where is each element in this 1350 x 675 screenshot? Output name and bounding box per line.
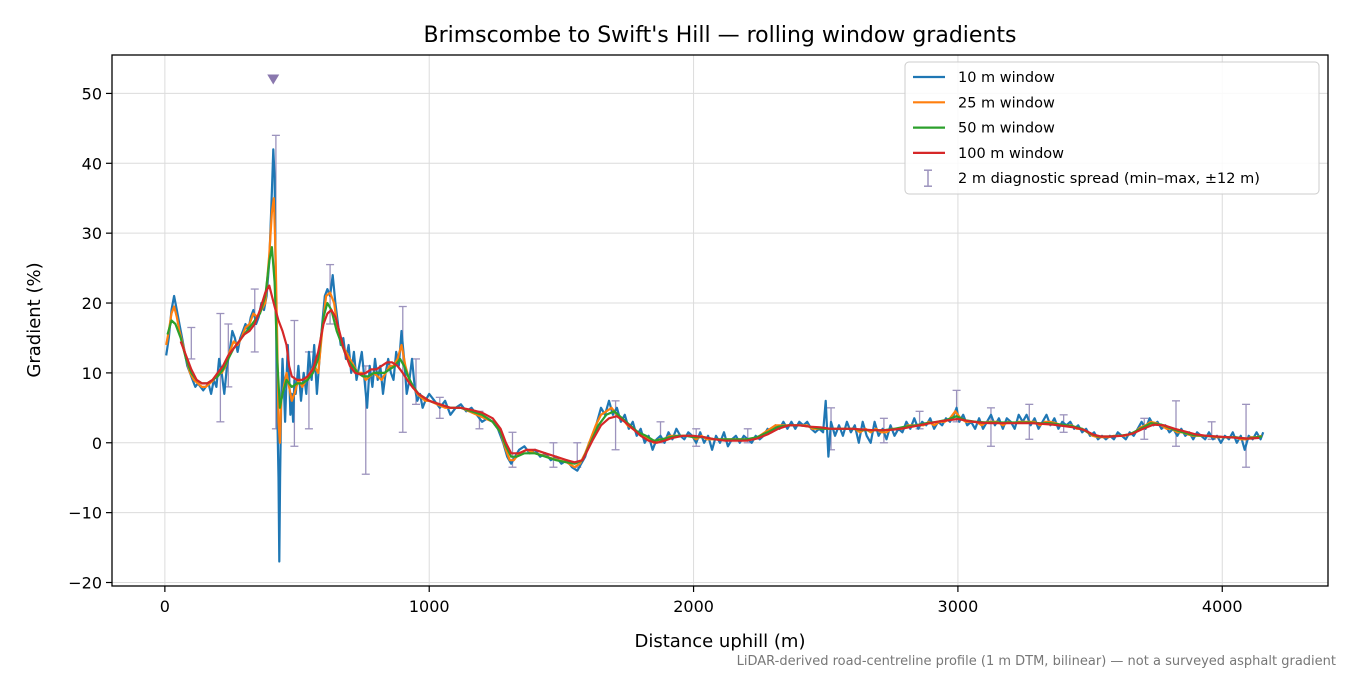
y-tick-label: 20: [82, 294, 102, 313]
legend-box: [904, 61, 1320, 195]
x-tick-label: 3000: [938, 597, 979, 616]
legend: 10 m window 25 m window 50 m window 100 m w…: [904, 61, 1320, 195]
legend-label: 50 m window: [958, 121, 1055, 137]
y-axis-ticks: −20 −10 0 10 20 30 40 50: [68, 84, 112, 593]
diagnostic-spread-bar: [1172, 400, 1180, 447]
diagnostic-spread-bar: [986, 407, 995, 447]
legend-label: 25 m window: [958, 95, 1055, 111]
y-tick-label: −10: [68, 504, 102, 523]
diagnostic-spread-bar: [187, 326, 196, 360]
plot-area: [165, 74, 1265, 563]
footnote: LiDAR-derived road-centreline profile (1…: [737, 654, 1336, 669]
y-tick-label: 30: [82, 224, 102, 243]
y-tick-label: −20: [68, 574, 102, 593]
x-tick-label: 0: [160, 597, 170, 616]
y-tick-label: 40: [82, 154, 102, 173]
series-line-25-m-window: [165, 197, 1263, 469]
x-tick-label: 4000: [1202, 597, 1243, 616]
diagnostic-spread-bar: [398, 305, 407, 433]
legend-label: 100 m window: [958, 146, 1064, 162]
chart-title: Brimscombe to Swift's Hill — rolling win…: [424, 23, 1017, 48]
diagnostic-spread-bar: [1242, 403, 1251, 468]
x-axis-label: Distance uphill (m): [635, 631, 806, 652]
legend-label: 10 m window: [958, 70, 1055, 86]
y-axis-label: Gradient (%): [24, 262, 45, 377]
y-tick-label: 10: [82, 364, 102, 383]
y-tick-label: 50: [82, 84, 102, 103]
x-tick-label: 1000: [409, 597, 450, 616]
series-line-10-m-window: [165, 148, 1265, 563]
y-tick-label: 0: [92, 434, 102, 453]
legend-label: 2 m diagnostic spread (min–max, ±12 m): [958, 171, 1260, 187]
series-line-100-m-window: [179, 284, 1260, 464]
x-tick-label: 2000: [673, 597, 714, 616]
x-axis-ticks: 0 1000 2000 3000 4000: [160, 586, 1243, 616]
peak-marker: [267, 74, 280, 85]
plot-frame: [111, 54, 1329, 587]
